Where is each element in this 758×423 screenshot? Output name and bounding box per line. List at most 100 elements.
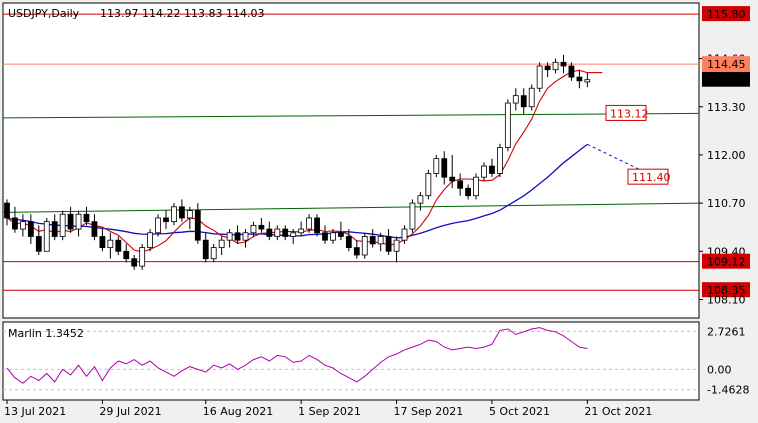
red-moving-average (6, 69, 588, 253)
x-tick-label: 16 Aug 2021 (203, 405, 273, 418)
candle-body-down (449, 176, 456, 182)
candle (210, 243, 217, 263)
candle-body-up (306, 217, 313, 230)
candle-body-up (250, 224, 257, 234)
x-tick-label: 5 Oct 2021 (489, 405, 550, 418)
candle (131, 255, 138, 270)
candle-body-up (361, 236, 368, 256)
candle-body-down (322, 232, 328, 241)
candle (361, 232, 368, 259)
candle-body-up (75, 213, 82, 230)
candle (290, 229, 297, 244)
candle (139, 243, 146, 270)
candle-body-down (99, 236, 106, 248)
candle (457, 173, 464, 196)
candle (377, 232, 384, 252)
x-tick-label: 13 Jul 2021 (4, 405, 66, 418)
candle-body-down (67, 213, 74, 230)
candle (465, 184, 472, 200)
candle (12, 206, 18, 233)
candle (178, 199, 185, 222)
candle-body-down (560, 61, 567, 67)
candle (155, 214, 161, 237)
candle-body-up (536, 65, 543, 89)
candle (59, 210, 66, 241)
current-price-box (702, 71, 750, 87)
candle-body-up (298, 228, 305, 234)
candle-body-up (147, 232, 154, 248)
price-panel[interactable] (2, 2, 700, 319)
candle (417, 192, 424, 211)
symbol-label: USDJPY,Daily (8, 7, 80, 20)
y-tick-label: 110.70 (707, 197, 746, 210)
candle-body-down (369, 236, 376, 245)
candle (369, 229, 376, 248)
current-price-label: 114.03 (707, 74, 746, 87)
candle (544, 62, 551, 78)
annotation-box (627, 168, 669, 185)
indicator-label: Marlin 1.3452 (8, 327, 84, 340)
candle (481, 162, 487, 181)
candle (194, 203, 201, 244)
candle (35, 225, 42, 255)
candle (512, 88, 519, 111)
candle-body-down (282, 228, 289, 237)
ohlc-readout: 113.97 114.22 113.83 114.03 (100, 7, 264, 20)
candle (163, 210, 169, 230)
candle-body-down (258, 224, 265, 230)
candle-body-up (330, 232, 336, 241)
candle-body-down (12, 217, 18, 230)
candle-body-down (337, 232, 344, 237)
candle-body-up (210, 247, 217, 260)
candle-body-up (155, 217, 161, 234)
candle-body-down (115, 239, 122, 252)
blue-ma-projection (587, 143, 641, 171)
candle-body-down (178, 206, 185, 219)
candle (345, 229, 352, 252)
osc-tick-label: 2.7261 (707, 325, 746, 338)
candle (218, 236, 225, 255)
candle-body-up (139, 247, 146, 267)
candle-body-down (457, 180, 464, 189)
candle-body-down (27, 221, 34, 237)
candle (171, 203, 177, 226)
candle (115, 236, 122, 255)
candle (91, 214, 98, 241)
candle-body-up (473, 176, 479, 197)
candle (489, 158, 495, 178)
candle (242, 229, 249, 248)
candle-body-up (409, 202, 416, 230)
candle (250, 221, 257, 237)
candle (27, 214, 34, 244)
level-price-label: 108.35 (707, 284, 746, 297)
candle (99, 229, 106, 252)
candle (266, 221, 273, 241)
candle (337, 221, 344, 241)
candle (322, 225, 328, 244)
candle (202, 232, 209, 263)
candle-body-down (91, 221, 98, 237)
indicator-panel[interactable] (2, 321, 700, 401)
candle-body-up (43, 221, 50, 252)
candle-body-up (425, 173, 432, 197)
level-price-box (702, 56, 750, 72)
candle-body-up (171, 206, 177, 223)
candle-body-down (51, 221, 58, 237)
candle-body-down (234, 232, 241, 241)
candle-body-down (441, 158, 448, 178)
candle (226, 229, 233, 248)
candle (520, 88, 527, 115)
candle-body-down (163, 217, 169, 223)
candle-body-down (568, 65, 575, 78)
candle (234, 225, 241, 244)
candle (393, 236, 400, 263)
candle (496, 143, 503, 178)
candle (51, 214, 58, 241)
candle-body-up (226, 232, 233, 241)
candle (576, 69, 583, 89)
candle (552, 58, 559, 74)
level-price-label: 115.80 (707, 8, 746, 21)
y-tick-label: 108.10 (707, 293, 746, 306)
